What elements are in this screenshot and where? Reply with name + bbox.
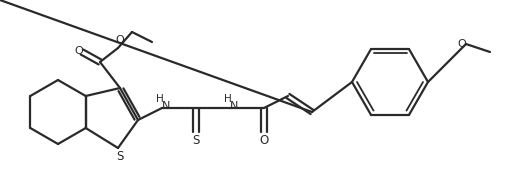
Text: O: O: [260, 134, 269, 148]
Text: H: H: [156, 94, 164, 104]
Text: O: O: [75, 46, 83, 56]
Text: N: N: [230, 101, 238, 111]
Text: O: O: [115, 35, 124, 45]
Text: S: S: [192, 134, 200, 148]
Text: S: S: [117, 151, 124, 164]
Text: H: H: [224, 94, 232, 104]
Text: O: O: [458, 39, 467, 49]
Text: N: N: [162, 101, 170, 111]
